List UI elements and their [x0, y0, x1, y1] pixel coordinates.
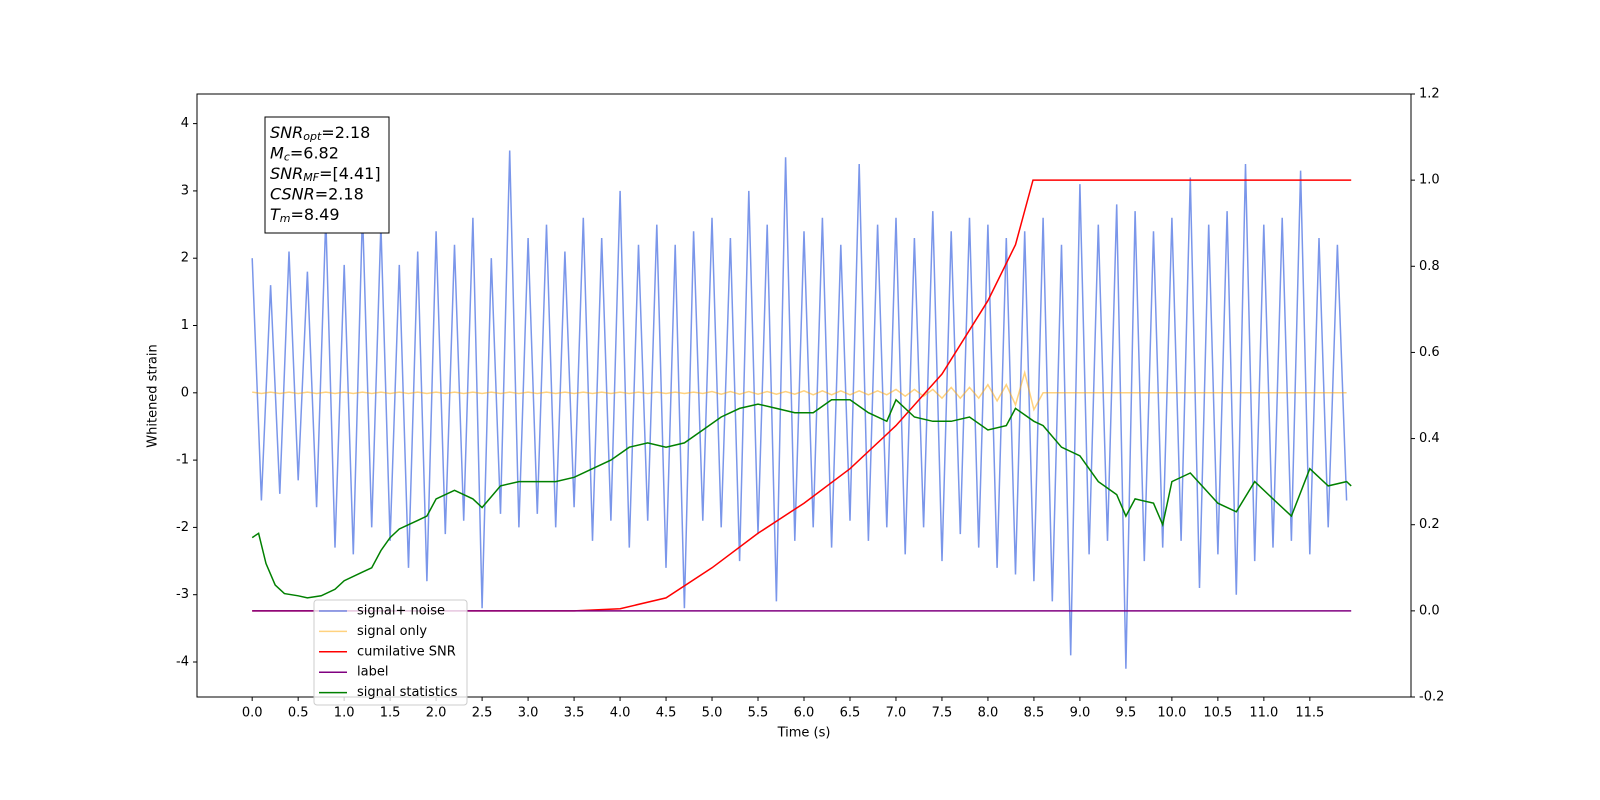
x-tick-label: 7.5: [932, 706, 953, 721]
x-tick-label: 3.5: [564, 706, 585, 721]
annotation-symbol: SNR: [270, 164, 303, 183]
x-tick-label: 7.0: [886, 706, 907, 721]
y2-tick-label: 0.4: [1419, 431, 1440, 446]
x-tick-label: 9.0: [1070, 706, 1091, 721]
x-tick-label: 4.0: [610, 706, 631, 721]
annotation-symbol: T: [270, 205, 281, 224]
x-tick-label: 5.0: [702, 706, 723, 721]
legend-label: label: [357, 665, 388, 680]
x-tick-label: 11.0: [1249, 706, 1278, 721]
annotation-text: =6.82: [290, 143, 339, 162]
annotation-line: CSNR=2.18: [270, 184, 364, 203]
annotation-text: =2.18: [321, 123, 370, 142]
x-tick-label: 9.5: [1116, 706, 1137, 721]
annotation-text: =[4.41]: [319, 164, 381, 183]
x-tick-label: 6.0: [794, 706, 815, 721]
annotation-text: =8.49: [291, 205, 340, 224]
y-tick-label: -4: [176, 655, 189, 670]
annotation-line: Tm=8.49: [270, 205, 340, 226]
annotation-subscript: MF: [303, 171, 319, 184]
y-tick-label: 4: [181, 116, 189, 131]
y-tick-label: -3: [176, 587, 189, 602]
y-tick-label: -1: [176, 453, 189, 468]
y-tick-label: 0: [181, 385, 189, 400]
x-tick-label: 11.5: [1295, 706, 1324, 721]
y2-tick-label: 0.0: [1419, 603, 1440, 618]
legend-label: signal only: [357, 624, 427, 639]
y-tick-label: -2: [176, 520, 189, 535]
y2-tick-label: 1.0: [1419, 173, 1440, 188]
annotation-subscript: c: [284, 151, 290, 164]
x-tick-label: 10.0: [1157, 706, 1186, 721]
annotation-subscript: m: [280, 212, 291, 225]
legend-label: signal+ noise: [357, 604, 445, 619]
annotation-symbol: SNR: [270, 123, 303, 142]
y-tick-label: 3: [181, 183, 189, 198]
x-tick-label: 5.5: [748, 706, 769, 721]
annotation-line: Mc=6.82: [270, 143, 339, 164]
series-line: [251, 150, 1348, 669]
series-line: [251, 398, 1352, 599]
x-tick-label: 3.0: [518, 706, 539, 721]
x-tick-label: 6.5: [840, 706, 861, 721]
x-axis-label: Time (s): [777, 726, 831, 741]
annotation-text: =2.18: [315, 184, 364, 203]
y-tick-label: 2: [181, 251, 189, 266]
annotation-line: SNRMF=[4.41]: [270, 164, 381, 185]
y-tick-label: 1: [181, 318, 189, 333]
annotation-subscript: opt: [303, 130, 322, 143]
x-tick-label: 0.5: [288, 706, 309, 721]
legend-label: cumilative SNR: [357, 644, 456, 659]
x-tick-label: 2.0: [426, 706, 447, 721]
y2-tick-label: -0.2: [1419, 690, 1444, 705]
x-tick-label: 8.5: [1024, 706, 1045, 721]
x-tick-label: 4.5: [656, 706, 677, 721]
y2-tick-label: 0.2: [1419, 517, 1440, 532]
y2-tick-label: 0.8: [1419, 259, 1440, 274]
x-tick-label: 10.5: [1203, 706, 1232, 721]
legend-box: [313, 599, 468, 706]
series-line: [252, 179, 1352, 612]
y-axis-label: Whitened strain: [146, 344, 161, 447]
annotation-symbol: CSNR: [270, 184, 315, 203]
x-tick-label: 2.5: [472, 706, 493, 721]
annotation-symbol: M: [270, 143, 284, 162]
x-tick-label: 0.0: [242, 706, 263, 721]
y2-tick-label: 1.2: [1419, 87, 1440, 102]
x-tick-label: 1.5: [380, 706, 401, 721]
y2-tick-label: 0.6: [1419, 345, 1440, 360]
series-line: [252, 369, 1347, 412]
x-tick-label: 8.0: [978, 706, 999, 721]
annotation-box: [264, 116, 390, 234]
annotation-line: SNRopt=2.18: [270, 123, 370, 144]
legend-label: signal statistics: [357, 685, 458, 700]
x-tick-label: 1.0: [334, 706, 355, 721]
